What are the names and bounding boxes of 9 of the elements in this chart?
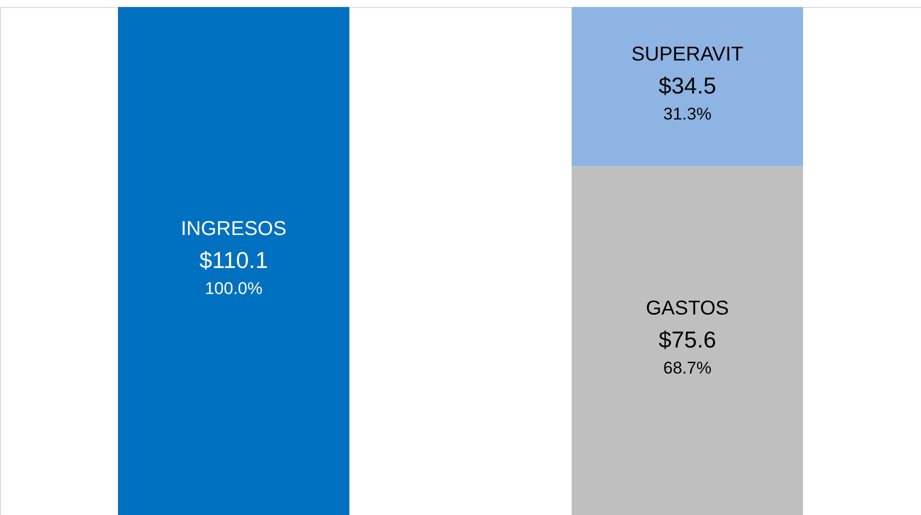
annotation: 100.0% — [204, 279, 262, 298]
series-label: SUPERAVIT — [631, 44, 744, 66]
data-label: $110.1 — [199, 247, 268, 273]
annotation: 31.3% — [663, 104, 712, 124]
data-label: $34.5 — [658, 72, 716, 99]
annotation: 68.7% — [663, 358, 712, 378]
series-label: GASTOS — [646, 298, 729, 320]
data-label: $75.6 — [658, 326, 716, 353]
series-label: INGRESOS — [180, 218, 286, 240]
